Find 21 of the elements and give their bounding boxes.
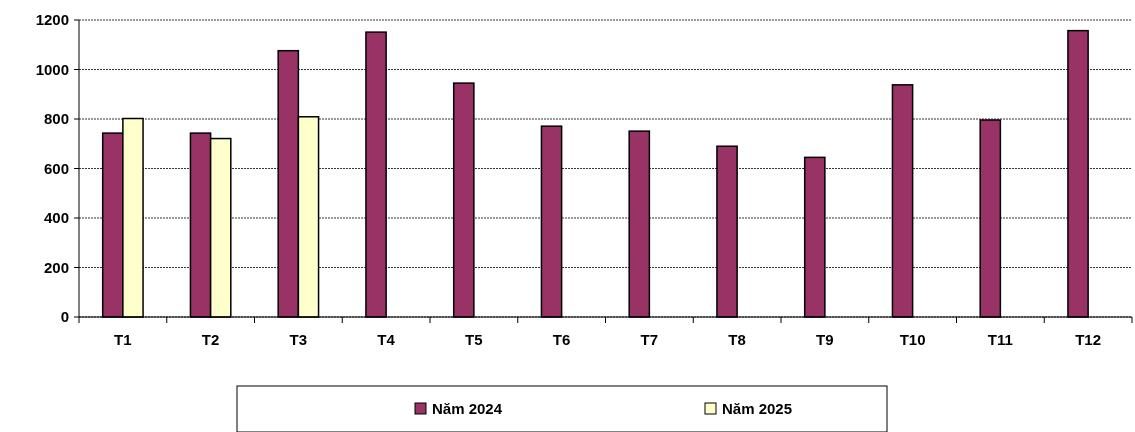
y-tick-label: 600 bbox=[43, 159, 69, 177]
legend-label: Năm 2025 bbox=[722, 400, 793, 418]
x-tick-label: T7 bbox=[640, 331, 659, 348]
x-tick-label: T10 bbox=[899, 331, 926, 348]
x-tick-label: T1 bbox=[114, 331, 132, 348]
x-tick-label: T11 bbox=[987, 331, 1013, 348]
x-tick-label: T5 bbox=[465, 331, 483, 348]
legend-label: Năm 2024 bbox=[432, 400, 503, 418]
x-tick-label: T8 bbox=[728, 331, 746, 348]
y-tick-label: 1000 bbox=[35, 60, 69, 78]
y-tick-label: 0 bbox=[60, 308, 69, 326]
x-tick-label: T3 bbox=[289, 331, 308, 348]
y-tick-label: 400 bbox=[43, 209, 69, 227]
x-tick-label: T2 bbox=[201, 331, 220, 348]
y-tick-label: 200 bbox=[43, 258, 69, 276]
x-tick-label: T6 bbox=[552, 331, 571, 348]
x-tick-label: T9 bbox=[816, 331, 834, 348]
y-tick-label: 1200 bbox=[35, 11, 69, 29]
x-tick-label: T12 bbox=[1075, 331, 1102, 348]
x-tick-label: T4 bbox=[377, 331, 396, 348]
y-tick-label: 800 bbox=[43, 110, 69, 128]
